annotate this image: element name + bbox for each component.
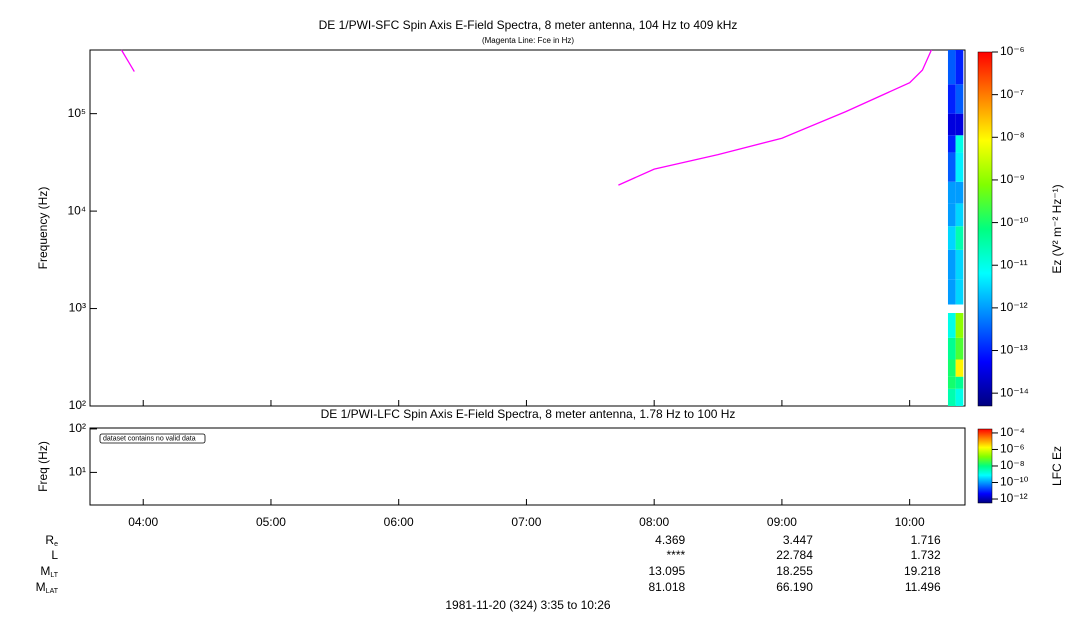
x-tick-label: 05:00 — [256, 515, 286, 529]
heatmap-cell — [955, 152, 964, 182]
colorbar-tick-label: 10⁻¹⁰ — [1000, 475, 1029, 489]
heatmap-cell — [955, 50, 964, 85]
heatmap-cell — [947, 337, 956, 360]
fce-line — [120, 49, 932, 186]
heatmap-cell — [947, 313, 956, 338]
ephemeris-label: Re — [45, 533, 58, 548]
heatmap-cell — [955, 249, 964, 280]
ephemeris-label: L — [51, 548, 58, 562]
ephemeris-label: MLAT — [36, 580, 59, 595]
heatmap-cell — [947, 113, 956, 136]
ephemeris-value: 4.369 — [655, 533, 685, 547]
heatmap-cell — [947, 279, 956, 305]
heatmap-cell — [947, 359, 956, 377]
panel-subtitle: (Magenta Line: Fce in Hz) — [482, 36, 574, 45]
heatmap-cell — [947, 376, 956, 389]
heatmap-cell — [955, 313, 964, 338]
x-tick-label: 06:00 — [384, 515, 414, 529]
y-axis-label: Frequency (Hz) — [36, 187, 50, 270]
heatmap-cell — [947, 226, 956, 250]
heatmap-cell — [955, 135, 964, 153]
y-tick-label: 10² — [69, 421, 86, 435]
ephemeris-value: 66.190 — [776, 580, 813, 594]
ephemeris-label-sub: LT — [50, 572, 58, 579]
ephemeris-label-main: L — [51, 548, 58, 562]
colorbar-label: Ez (V² m⁻² Hz⁻¹) — [1050, 184, 1064, 273]
ephemeris-value: 1.716 — [911, 533, 941, 547]
x-tick-label: 04:00 — [128, 515, 158, 529]
heatmap-cell — [955, 359, 964, 377]
colorbar-tick-label: 10⁻⁸ — [1000, 129, 1025, 143]
colorbar-tick-label: 10⁻⁶ — [1000, 442, 1025, 456]
ephemeris-label-main: M — [36, 580, 46, 594]
heatmap-cell — [947, 84, 956, 114]
x-tick-label: 10:00 — [895, 515, 925, 529]
colorbar-tick-label: 10⁻¹³ — [1000, 343, 1028, 357]
colorbar-tick-label: 10⁻⁹ — [1000, 172, 1025, 186]
ephemeris-label-main: R — [45, 533, 54, 547]
y-tick-label: 10³ — [69, 301, 86, 315]
colorbar-tick-label: 10⁻⁸ — [1000, 458, 1025, 472]
heatmap-cell — [955, 203, 964, 227]
heatmap-cell — [947, 203, 956, 227]
annotation: dataset contains no valid data — [103, 435, 196, 442]
colorbar — [977, 428, 993, 504]
panel-title: DE 1/PWI-LFC Spin Axis E-Field Spectra, … — [321, 407, 736, 421]
colorbar-tick-label: 10⁻⁷ — [1000, 87, 1024, 101]
ephemeris-label: MLT — [40, 564, 58, 579]
heatmap-cell — [955, 279, 964, 305]
panel-title: DE 1/PWI-SFC Spin Axis E-Field Spectra, … — [319, 18, 738, 32]
heatmap-cell — [955, 337, 964, 360]
heatmap-cell — [955, 181, 964, 204]
ephemeris-value: 11.496 — [905, 580, 941, 594]
plot-frame — [89, 49, 966, 407]
ephemeris-value: 18.255 — [776, 564, 813, 578]
x-tick-label: 07:00 — [511, 515, 541, 529]
colorbar-tick-label: 10⁻⁶ — [1000, 44, 1025, 58]
heatmap-cell — [955, 226, 964, 250]
ephemeris-value: 3.447 — [783, 533, 813, 547]
colorbar-tick-label: 10⁻⁴ — [1000, 425, 1025, 439]
heatmap-cell — [955, 84, 964, 114]
colorbar-tick-label: 10⁻¹⁰ — [1000, 215, 1029, 229]
y-tick-label: 10⁵ — [68, 106, 86, 120]
ephemeris-value: 13.095 — [648, 564, 685, 578]
plot-frame — [89, 427, 966, 506]
heatmap-cell — [947, 50, 956, 85]
ephemeris-label-main: M — [40, 564, 50, 578]
ephemeris-value: 1.732 — [911, 548, 941, 562]
colorbar-tick-label: 10⁻¹² — [1000, 300, 1028, 314]
y-tick-label: 10¹ — [69, 465, 86, 479]
y-tick-label: 10⁴ — [67, 203, 86, 217]
heatmap-cell — [947, 181, 956, 204]
heatmap-cell — [947, 249, 956, 280]
ephemeris-value: 19.218 — [904, 564, 941, 578]
colorbar-tick-label: 10⁻¹⁴ — [1000, 385, 1029, 399]
y-tick-label: 10² — [69, 398, 86, 412]
colorbar-tick-label: 10⁻¹¹ — [1000, 257, 1028, 271]
annotation-box — [99, 433, 206, 444]
heatmap-cell — [947, 152, 956, 182]
x-tick-label: 09:00 — [767, 515, 797, 529]
ephemeris-label-sub: LAT — [46, 588, 59, 595]
colorbar-label: LFC Ez — [1050, 446, 1064, 486]
ephemeris-label-sub: e — [54, 541, 58, 548]
x-tick-label: 08:00 — [639, 515, 669, 529]
colorbar-tick-label: 10⁻¹² — [1000, 491, 1028, 505]
colorbar — [977, 51, 993, 407]
heatmap-cell — [947, 135, 956, 153]
heatmap-cell — [955, 388, 964, 406]
ephemeris-value: **** — [666, 548, 685, 562]
ephemeris-value: 81.018 — [648, 580, 685, 594]
y-axis-label: Freq (Hz) — [36, 441, 50, 492]
ephemeris-value: 22.784 — [776, 548, 813, 562]
heatmap-cell — [947, 388, 956, 406]
footer: 1981-11-20 (324) 3:35 to 10:26 — [445, 598, 611, 612]
heatmap-cell — [955, 113, 964, 136]
heatmap-cell — [955, 376, 964, 389]
